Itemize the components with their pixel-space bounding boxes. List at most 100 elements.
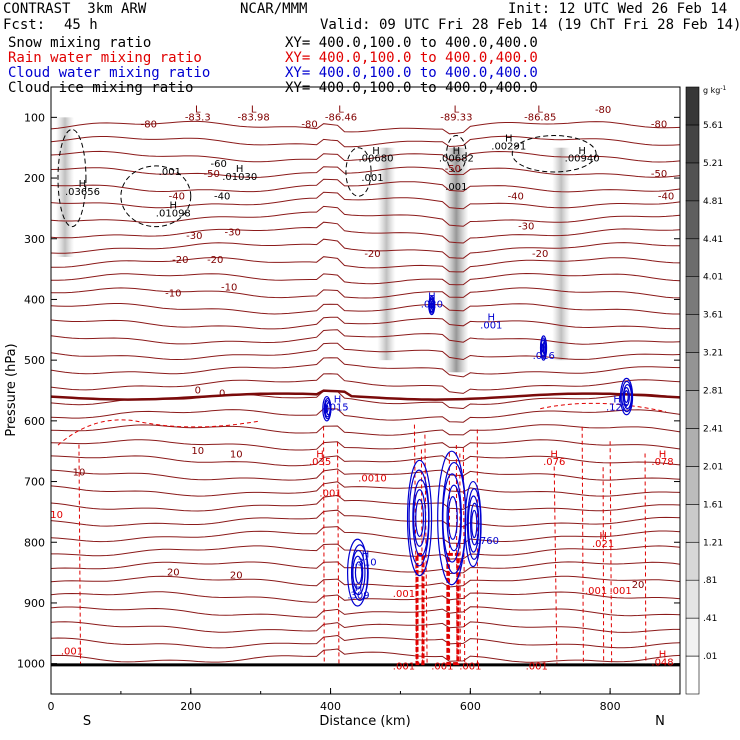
snow-shade-column	[444, 147, 469, 373]
contour-label: -80	[595, 105, 611, 116]
field-xy-cloud-water: XY= 400.0,100.0 to 400.0,400.0	[285, 65, 538, 81]
extremum-marker: H	[79, 179, 87, 190]
extremum-marker: H	[453, 146, 461, 157]
rain-contour	[644, 453, 647, 664]
contour-label: -40	[658, 191, 674, 202]
extremum-value: -83.98	[238, 112, 270, 123]
y-tick-label: 700	[24, 476, 45, 489]
isotherm-line	[50, 303, 680, 315]
isotherm-line	[50, 329, 681, 345]
isotherm-line	[50, 468, 681, 481]
extremum-value: -89.33	[440, 112, 472, 123]
contour-label: 10	[191, 446, 204, 457]
colorbar-level-label: 2.41	[703, 424, 723, 434]
colorbar-level-label: 1.21	[703, 538, 723, 548]
contour-label: 20	[230, 571, 243, 582]
snow-contour	[57, 128, 87, 228]
extremum-marker: H	[334, 395, 342, 406]
extremum-value: .309	[347, 591, 369, 602]
isotherm-line	[50, 287, 681, 299]
field-xy-cloud-ice: XY= 400.0,100.0 to 400.0,400.0	[285, 80, 538, 96]
rain-contour	[602, 467, 605, 664]
extremum-value: .03656	[65, 187, 100, 198]
rain-label: .001	[319, 489, 341, 500]
cloud-water-contour	[354, 561, 363, 584]
extremum-value: -86.46	[325, 112, 357, 123]
extremum-value: .078	[651, 457, 673, 468]
rain-contour	[581, 426, 584, 664]
extremum-marker: H	[428, 291, 436, 302]
cloud-water-contour	[429, 298, 435, 313]
extremum-value: .048	[651, 657, 673, 668]
extremum-value: .021	[592, 539, 614, 550]
colorbar-level-label: 3.21	[703, 349, 723, 359]
rain-contour	[57, 419, 261, 446]
extremum-marker: H	[355, 583, 363, 594]
isotherm-line	[50, 120, 681, 135]
isotherm-zero	[50, 389, 681, 401]
field-name-rain: Rain water mixing ratio	[8, 50, 202, 66]
colorbar-level-label: 5.61	[703, 121, 723, 131]
rain-core	[415, 552, 425, 666]
cloud-water-contour	[406, 459, 433, 577]
isotherm-line	[50, 221, 681, 244]
field-name-snow: Snow mixing ratio	[8, 35, 152, 51]
contour-label: -30	[186, 231, 202, 242]
rain-label: .001	[585, 586, 607, 597]
snow-label: .001	[159, 167, 181, 178]
colorbar: .01 .41 .81 1.21 1.61 2.01 2.41 2.81 3.21 3.61 4.0…	[685, 86, 723, 695]
isotherm-line	[50, 509, 681, 528]
contour-label: -40	[508, 191, 524, 202]
rain-label: .0010	[358, 474, 387, 485]
extremum-marker: H	[170, 200, 178, 211]
contour-label: 20	[167, 568, 180, 579]
cloud-water-contour	[324, 404, 329, 414]
isotherm-line	[50, 561, 681, 575]
snow-label: .001	[445, 182, 467, 193]
isotherm-line	[51, 272, 681, 286]
contour-label: -60	[211, 159, 227, 170]
extremum-marker: H	[599, 531, 607, 542]
extremum-value: .00682	[439, 154, 474, 165]
cloud-water-contour	[446, 484, 462, 552]
extremum-value: .00940	[565, 154, 600, 165]
extremum-marker: H	[316, 449, 324, 460]
cloud-water-contour	[430, 300, 435, 311]
extremum-marker: H	[488, 313, 496, 324]
colorbar-swatch	[685, 617, 700, 657]
valid-time: Valid: 09 UTC Fri 28 Feb 14 (19 ChT Fri …	[320, 17, 740, 33]
isotherm-line	[50, 424, 681, 436]
x-end-label-north: N	[655, 714, 665, 729]
x-tick-label: 600	[460, 700, 481, 713]
colorbar-swatch	[685, 200, 700, 240]
rain-label: .001	[431, 662, 453, 673]
colorbar-swatch	[685, 466, 700, 505]
cloud-water-contour	[352, 555, 364, 590]
axes: 0 200 400 600 800100200300400500600700800900…	[17, 111, 680, 713]
extremum-marker: L	[454, 104, 460, 115]
contour-label: 10	[230, 449, 243, 460]
isotherm-line	[50, 238, 681, 259]
colorbar-swatch	[685, 86, 700, 126]
y-tick-label: 100	[24, 111, 45, 124]
contour-label: -20	[364, 249, 380, 260]
contour-label: -20	[207, 255, 223, 266]
contour-label: -80	[141, 120, 157, 131]
isotherm-line	[50, 634, 681, 649]
isotherm-line	[50, 526, 681, 545]
isotherm-line	[50, 606, 681, 618]
isotherm-line	[50, 357, 681, 378]
cloud-water-contour	[351, 549, 366, 596]
field-xy-snow: XY= 400.0,100.0 to 400.0,400.0	[285, 35, 538, 51]
extremum-value: .00291	[491, 142, 526, 153]
extremum-marker: L	[195, 104, 201, 115]
colorbar-level-label: .01	[703, 652, 717, 662]
rain-label: .001	[459, 662, 481, 673]
contour-label: -50	[445, 164, 461, 175]
colorbar-swatch	[685, 655, 700, 695]
colorbar-level-label: 2.01	[703, 462, 723, 472]
colorbar-swatch	[685, 352, 700, 391]
extremum-marker: L	[251, 104, 257, 115]
rain-contour	[609, 441, 613, 664]
extremum-value: .020	[421, 299, 443, 310]
